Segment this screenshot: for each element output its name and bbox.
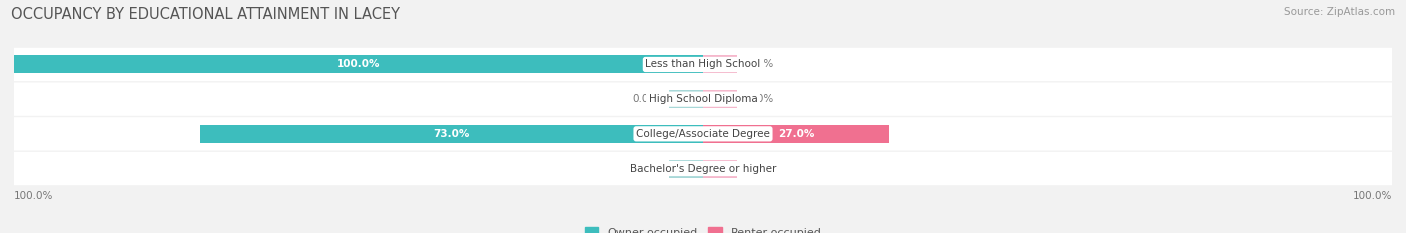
Bar [14, 55, 703, 73]
Bar [200, 125, 703, 143]
Bar [703, 125, 889, 143]
Text: 73.0%: 73.0% [433, 129, 470, 139]
Text: 100.0%: 100.0% [337, 59, 380, 69]
FancyBboxPatch shape [14, 82, 1392, 116]
Bar [669, 90, 703, 108]
Text: Less than High School: Less than High School [645, 59, 761, 69]
Bar [669, 160, 703, 178]
Legend: Owner-occupied, Renter-occupied: Owner-occupied, Renter-occupied [581, 223, 825, 233]
Text: High School Diploma: High School Diploma [648, 94, 758, 104]
Text: 0.0%: 0.0% [748, 94, 775, 104]
Text: 100.0%: 100.0% [14, 191, 53, 201]
Text: OCCUPANCY BY EDUCATIONAL ATTAINMENT IN LACEY: OCCUPANCY BY EDUCATIONAL ATTAINMENT IN L… [11, 7, 401, 22]
Bar [703, 55, 738, 73]
Bar [703, 160, 738, 178]
FancyBboxPatch shape [14, 48, 1392, 81]
Text: 0.0%: 0.0% [748, 164, 775, 174]
Text: 0.0%: 0.0% [748, 59, 775, 69]
Bar [703, 90, 738, 108]
Text: 0.0%: 0.0% [631, 94, 658, 104]
Text: College/Associate Degree: College/Associate Degree [636, 129, 770, 139]
FancyBboxPatch shape [14, 117, 1392, 151]
Text: Source: ZipAtlas.com: Source: ZipAtlas.com [1284, 7, 1395, 17]
FancyBboxPatch shape [14, 152, 1392, 185]
Text: 27.0%: 27.0% [778, 129, 814, 139]
Text: 0.0%: 0.0% [631, 164, 658, 174]
Text: 100.0%: 100.0% [1353, 191, 1392, 201]
Text: Bachelor's Degree or higher: Bachelor's Degree or higher [630, 164, 776, 174]
